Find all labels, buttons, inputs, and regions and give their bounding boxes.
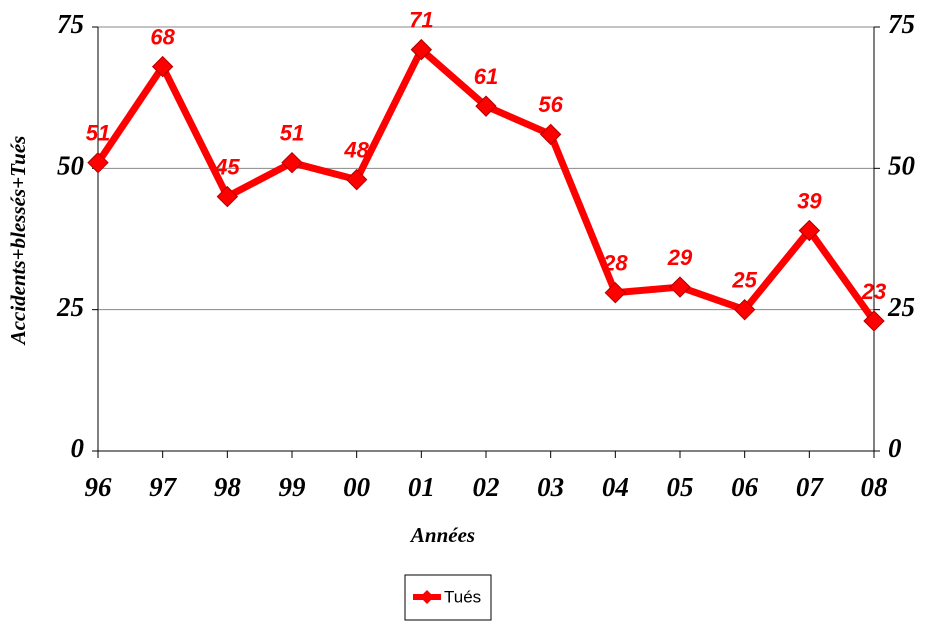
x-tick-label: 00 xyxy=(343,472,371,502)
marker xyxy=(863,310,885,332)
x-tick-label: 97 xyxy=(149,472,178,502)
legend-marker xyxy=(420,590,434,604)
marker xyxy=(216,185,239,208)
data-label: 51 xyxy=(280,120,304,145)
data-label: 61 xyxy=(474,64,498,89)
marker xyxy=(539,123,562,146)
x-tick-label: 02 xyxy=(473,472,500,502)
y2-tick-label: 75 xyxy=(888,9,915,39)
data-label: 71 xyxy=(409,7,433,32)
marker xyxy=(475,95,497,117)
marker xyxy=(151,55,174,78)
marker xyxy=(281,151,303,174)
data-label: 51 xyxy=(86,120,110,145)
data-label: 56 xyxy=(538,92,563,117)
data-label: 23 xyxy=(861,279,886,304)
x-tick-label: 01 xyxy=(408,472,435,502)
x-tick-label: 04 xyxy=(602,472,629,502)
data-label: 45 xyxy=(214,154,240,179)
x-tick-label: 08 xyxy=(861,472,889,502)
data-label: 28 xyxy=(602,251,628,276)
y2-tick-label: 0 xyxy=(888,433,902,463)
data-label: 29 xyxy=(667,245,693,270)
x-tick-label: 96 xyxy=(85,472,113,502)
data-label: 39 xyxy=(797,188,822,213)
marker xyxy=(87,151,109,174)
series-line xyxy=(95,46,877,324)
x-tick-label: 99 xyxy=(279,472,307,502)
marker xyxy=(604,281,627,304)
y-tick-label: 50 xyxy=(57,151,85,181)
marker xyxy=(733,298,756,321)
x-tick-label: 98 xyxy=(214,472,242,502)
y-tick-label: 25 xyxy=(56,292,84,322)
marker xyxy=(345,168,368,191)
marker xyxy=(410,38,433,61)
x-tick-label: 06 xyxy=(731,472,759,502)
data-label: 68 xyxy=(150,24,175,49)
data-label: 48 xyxy=(343,137,369,162)
x-tick-label: 07 xyxy=(796,472,825,502)
marker xyxy=(798,219,821,242)
y-tick-label: 75 xyxy=(57,9,84,39)
data-label: 25 xyxy=(731,267,757,292)
x-tick-label: 03 xyxy=(537,472,564,502)
y-tick-label: 0 xyxy=(71,433,85,463)
y2-tick-label: 50 xyxy=(888,151,916,181)
x-axis-title: Années xyxy=(409,523,475,547)
marker xyxy=(669,276,691,298)
x-tick-label: 05 xyxy=(667,472,694,502)
legend-label: Tués xyxy=(444,587,481,606)
y2-tick-label: 25 xyxy=(887,292,915,322)
y-axis-title: Accidents+blessés+Tués xyxy=(6,136,30,347)
